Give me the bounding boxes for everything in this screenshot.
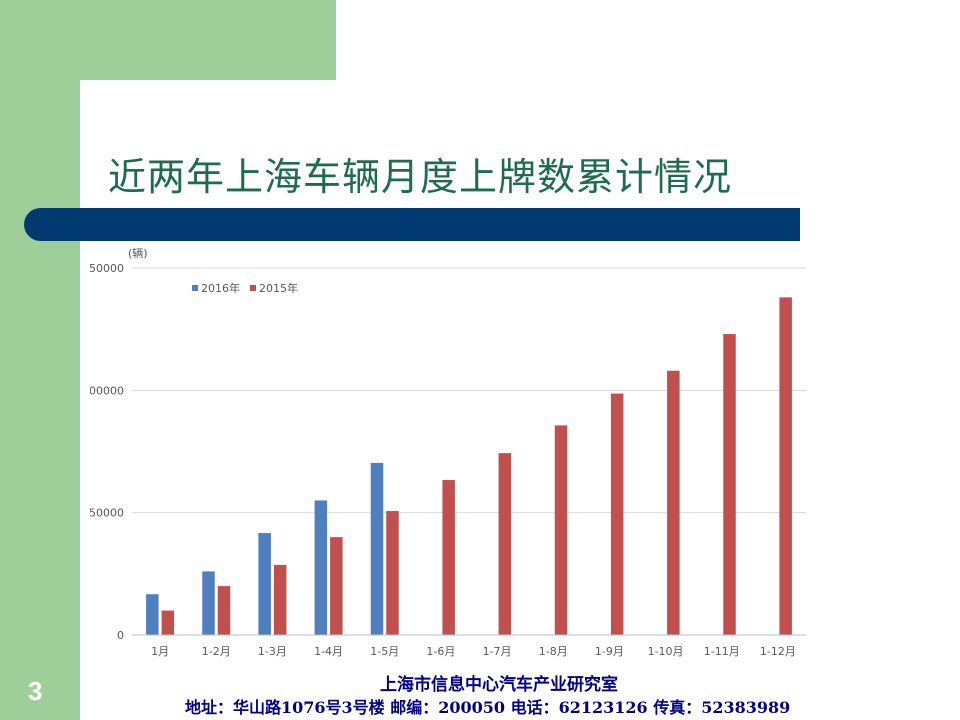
x-tick-label: 1-3月	[258, 645, 287, 658]
legend-swatch	[250, 285, 256, 291]
x-tick-label: 1-9月	[595, 645, 624, 658]
x-tick-label: 1-11月	[704, 645, 740, 658]
y-tick-label: 150000	[90, 507, 124, 520]
axes: 0 150000 300000 450000 1月 1-2月 1-3月 1-4月 1-5月 1-6…	[90, 262, 806, 658]
bar	[330, 537, 343, 635]
legend-swatch	[192, 285, 198, 291]
y-tick-label: 300000	[90, 384, 124, 397]
y-axis-unit-label: (辆)	[128, 246, 148, 260]
bar	[314, 500, 328, 635]
y-tick-label: 0	[117, 629, 124, 642]
bar	[554, 425, 568, 635]
legend-label: 2015年	[259, 281, 298, 295]
bar	[146, 594, 159, 635]
bar	[217, 586, 231, 635]
x-tick-label: 1-5月	[370, 645, 399, 658]
bar	[273, 564, 287, 635]
legend: 2016年 2015年	[192, 281, 298, 295]
page-number: 3	[28, 676, 43, 706]
cumulative-registrations-chart: 0 150000 300000 450000 1月 1-2月 1-3月 1-4月 1-5月 1-6…	[90, 246, 806, 658]
bars	[146, 297, 792, 635]
slide-title: 近两年上海车辆月度上牌数累计情况	[108, 155, 733, 199]
footer-contact: 地址：华山路1076号3号楼 邮编：200050 电话：62123126 传真：…	[185, 698, 791, 717]
x-tick-label: 1-2月	[202, 645, 231, 658]
bar	[370, 462, 384, 635]
bar	[498, 453, 512, 635]
title-underline-bar	[24, 208, 800, 241]
bar	[779, 297, 792, 635]
bar	[667, 370, 680, 635]
x-tick-label: 1-10月	[648, 645, 684, 658]
footer-organization: 上海市信息中心汽车产业研究室	[380, 675, 618, 695]
x-tick-label: 1-7月	[483, 645, 512, 658]
bar	[723, 334, 736, 635]
x-tick-label: 1月	[151, 645, 169, 658]
bar	[610, 393, 624, 635]
bar	[442, 480, 455, 635]
bar	[258, 533, 271, 635]
grid-lines	[132, 267, 806, 514]
bar	[161, 610, 175, 635]
x-tick-label: 1-6月	[426, 645, 455, 658]
bar	[202, 571, 215, 635]
x-tick-label: 1-8月	[539, 645, 568, 658]
background-green-left	[0, 0, 80, 720]
legend-label: 2016年	[201, 281, 240, 295]
bar	[386, 511, 399, 635]
y-tick-label: 450000	[90, 262, 124, 275]
x-tick-label: 1-4月	[314, 645, 343, 658]
x-tick-label: 1-12月	[760, 645, 796, 658]
